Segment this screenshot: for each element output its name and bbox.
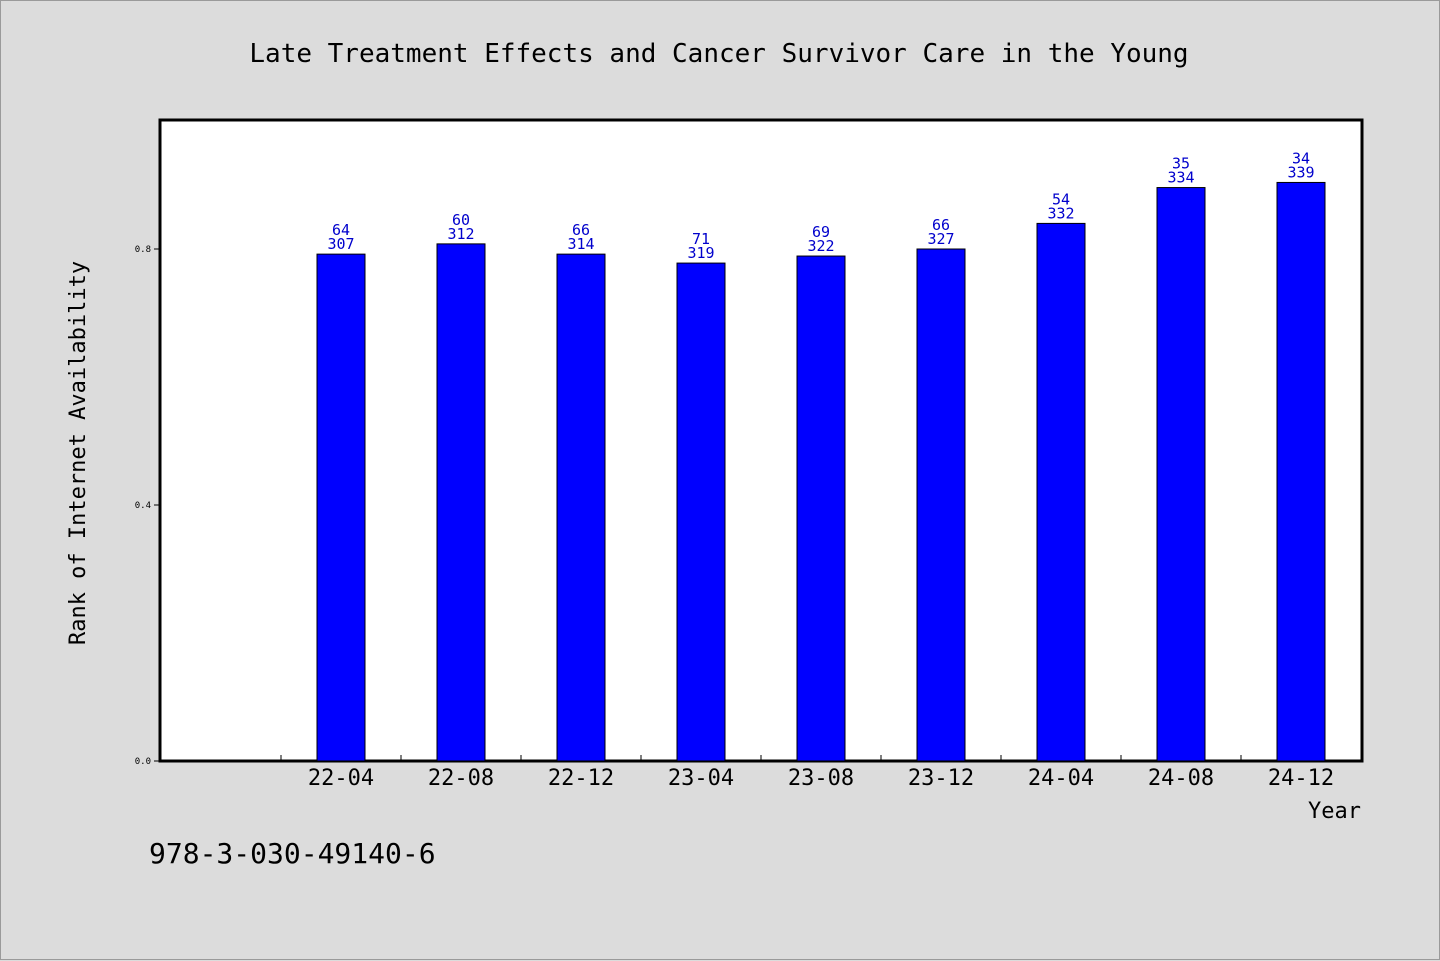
bar-label-bottom: 314 <box>567 235 594 253</box>
bar-label-bottom: 327 <box>927 230 954 248</box>
bar-label-top: 66 <box>932 216 950 234</box>
y-tick-label: 0.8 <box>135 245 151 255</box>
bar-label-top: 54 <box>1052 190 1070 208</box>
bar-22-12 <box>556 253 606 762</box>
bar-label-bottom: 334 <box>1167 169 1194 187</box>
x-tick-label: 24-12 <box>1268 766 1334 791</box>
bar-22-04 <box>316 253 366 762</box>
x-tick-label: 24-08 <box>1148 766 1214 791</box>
bar-24-12 <box>1276 181 1326 762</box>
bar-label-top: 69 <box>812 223 830 241</box>
x-tick-label: 24-04 <box>1028 766 1094 791</box>
x-axis-ticks: 22-04 22-08 22-12 23-04 23-08 23-12 24-04 24-08… <box>280 755 1362 791</box>
bar-label-top: 71 <box>692 230 710 248</box>
bar-23-12 <box>916 248 966 762</box>
x-tick-label: 22-12 <box>548 766 614 791</box>
bar-23-04 <box>676 262 726 762</box>
x-tick-label: 22-08 <box>428 766 494 791</box>
y-tick-label: 0.0 <box>135 757 151 767</box>
x-tick-label: 22-04 <box>308 766 374 791</box>
bar-24-08 <box>1156 187 1206 762</box>
bar-label-bottom: 319 <box>687 244 714 262</box>
bar-label-top: 64 <box>332 221 350 239</box>
y-axis-ticks: 0.0 0.4 0.8 <box>135 245 160 767</box>
bar-24-04 <box>1036 222 1086 762</box>
bar-23-08 <box>796 255 846 762</box>
bar-label-bottom: 339 <box>1287 163 1314 181</box>
bar-22-08 <box>436 243 486 762</box>
x-tick-label: 23-12 <box>908 766 974 791</box>
chart-title: Late Treatment Effects and Cancer Surviv… <box>249 39 1188 69</box>
bar-label-top: 66 <box>572 221 590 239</box>
bar-label-bottom: 332 <box>1047 204 1074 222</box>
bar-label-top: 60 <box>452 211 470 229</box>
bar-label-bottom: 307 <box>327 235 354 253</box>
isbn-label: 978-3-030-49140-6 <box>149 837 436 870</box>
bar-label-top: 35 <box>1172 155 1190 173</box>
bar-label-bottom: 312 <box>447 225 474 243</box>
bar-label-bottom: 322 <box>807 237 834 255</box>
y-tick-label: 0.4 <box>135 501 151 511</box>
x-tick-label: 23-08 <box>788 766 854 791</box>
bar-label-top: 34 <box>1292 149 1310 167</box>
x-axis-label: Year <box>1308 799 1361 824</box>
y-axis-label: Rank of Internet Availability <box>66 261 91 645</box>
x-tick-label: 23-04 <box>668 766 734 791</box>
